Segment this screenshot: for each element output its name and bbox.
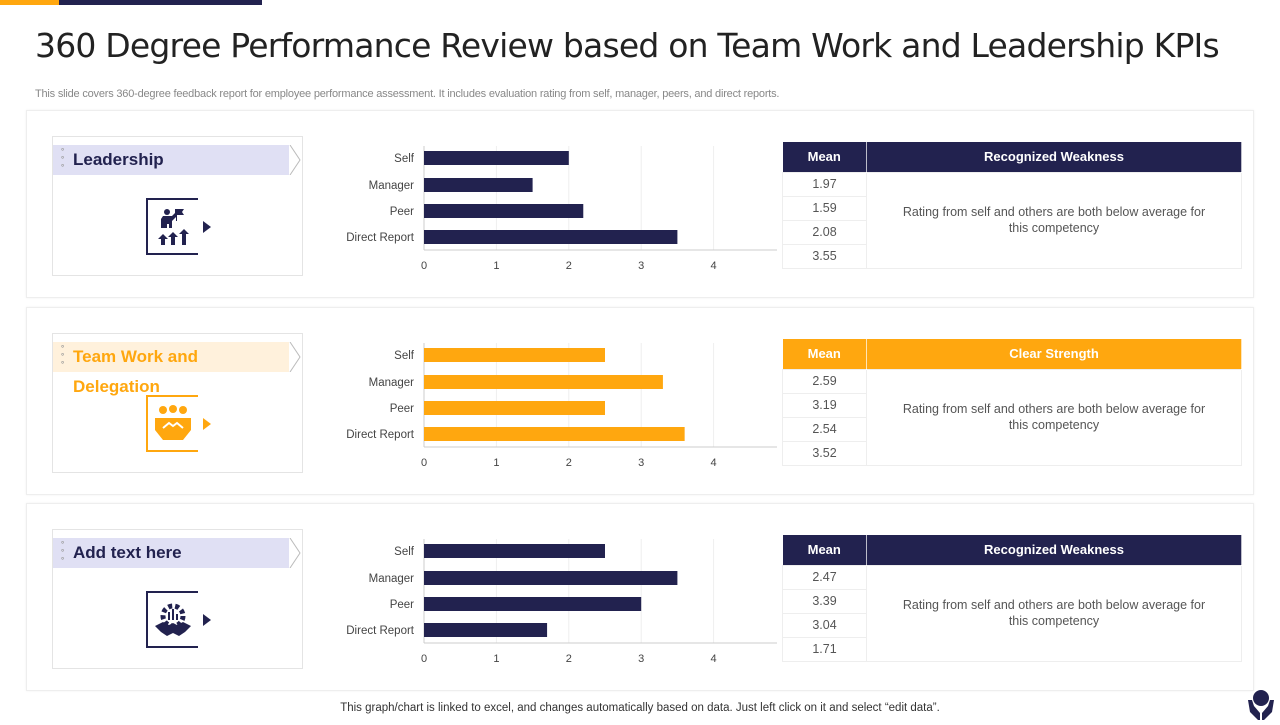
mean-value: 3.52 <box>782 440 867 466</box>
dots-decoration: ° ° ° <box>61 147 65 172</box>
x-tick-label: 0 <box>421 457 427 469</box>
x-tick-label: 4 <box>711 457 717 469</box>
kpi-label: ° ° ° Team Work and Delegation <box>53 342 289 396</box>
mean-value: 1.59 <box>782 195 867 221</box>
mean-value: 3.39 <box>782 588 867 614</box>
category-label: Peer <box>390 206 414 218</box>
category-label: Direct Report <box>346 625 415 637</box>
kpi-card: ° ° ° Team Work and Delegation <box>52 333 303 473</box>
bar-self[interactable] <box>424 348 605 362</box>
mean-value: 2.47 <box>782 564 867 590</box>
bar-direct-report[interactable] <box>424 427 685 441</box>
assessment-header: Recognized Weakness <box>866 535 1242 565</box>
category-label: Manager <box>369 180 415 192</box>
bar-manager[interactable] <box>424 571 678 585</box>
kpi-panel: °°°Team Work and Delegation012345SelfMan… <box>26 307 1254 495</box>
gear-handshake-icon <box>146 591 198 648</box>
x-tick-label: 2 <box>566 260 572 272</box>
dots-decoration: ° ° ° <box>61 540 65 565</box>
bar-manager[interactable] <box>424 178 533 192</box>
kpi-panel: °°°Add text here012345SelfManagerPeerDir… <box>26 503 1254 691</box>
mean-header: Mean <box>782 535 867 565</box>
bar-chart: 012345SelfManagerPeerDirect Report <box>346 343 777 469</box>
page-subtitle: This slide covers 360-degree feedback re… <box>35 88 780 100</box>
triangle-pointer-icon <box>203 221 211 233</box>
dots-decoration: ° ° ° <box>61 344 65 369</box>
assessment-header: Clear Strength <box>866 339 1242 369</box>
mean-value: 3.19 <box>782 392 867 418</box>
accent-bar-navy <box>59 0 262 5</box>
category-label: Direct Report <box>346 429 415 441</box>
footer-note: This graph/chart is linked to excel, and… <box>340 702 940 714</box>
x-tick-label: 0 <box>421 653 427 665</box>
kpi-label: ° ° ° Leadership <box>53 145 289 175</box>
x-tick-label: 3 <box>638 260 644 272</box>
category-label: Manager <box>369 377 415 389</box>
mean-header: Mean <box>782 142 867 172</box>
kpi-card: ° ° ° Leadership <box>52 136 303 276</box>
assessment-description: Rating from self and others are both bel… <box>866 171 1242 269</box>
chevron-right-icon <box>289 342 301 372</box>
assessment-description: Rating from self and others are both bel… <box>866 368 1242 466</box>
x-tick-label: 0 <box>421 260 427 272</box>
bar-peer[interactable] <box>424 204 584 218</box>
x-tick-label: 1 <box>493 653 499 665</box>
bar-self[interactable] <box>424 544 605 558</box>
x-tick-label: 3 <box>638 653 644 665</box>
bar-peer[interactable] <box>424 597 642 611</box>
x-tick-label: 4 <box>711 653 717 665</box>
mean-value: 1.97 <box>782 171 867 197</box>
kpi-panel: °°°Leadership012345SelfManagerPeerDirect… <box>26 110 1254 298</box>
kpi-label-text: Team Work and Delegation <box>73 347 199 396</box>
mean-value: 2.59 <box>782 368 867 394</box>
category-label: Manager <box>369 573 415 585</box>
bar-chart: 012345SelfManagerPeerDirect Report <box>346 539 777 665</box>
kpi-label: ° ° ° Add text here <box>53 538 289 568</box>
category-label: Self <box>394 546 415 558</box>
x-tick-label: 3 <box>638 457 644 469</box>
chevron-right-icon <box>289 145 301 175</box>
leader-flag-icon <box>146 198 198 255</box>
bar-direct-report[interactable] <box>424 623 548 637</box>
kpi-card: ° ° ° Add text here <box>52 529 303 669</box>
bar-manager[interactable] <box>424 375 663 389</box>
kpi-label-text: Leadership <box>73 150 164 169</box>
chevron-right-icon <box>289 538 301 568</box>
mean-table: Mean Clear Strength 2.59 Rating from self a… <box>782 339 1242 466</box>
bar-direct-report[interactable] <box>424 230 678 244</box>
triangle-pointer-icon <box>203 614 211 626</box>
assessment-description: Rating from self and others are both bel… <box>866 564 1242 662</box>
x-tick-label: 1 <box>493 260 499 272</box>
category-label: Self <box>394 153 415 165</box>
mean-header: Mean <box>782 339 867 369</box>
page-title: 360 Degree Performance Review based on T… <box>35 26 1220 65</box>
mean-value: 3.04 <box>782 612 867 638</box>
bar-peer[interactable] <box>424 401 605 415</box>
mean-table: Mean Recognized Weakness 2.47 Rating from s… <box>782 535 1242 662</box>
bar-chart: 012345SelfManagerPeerDirect Report <box>346 146 777 272</box>
mean-value: 1.71 <box>782 636 867 662</box>
category-label: Direct Report <box>346 232 415 244</box>
bar-self[interactable] <box>424 151 569 165</box>
category-label: Peer <box>390 599 414 611</box>
accent-bar-orange <box>0 0 59 5</box>
triangle-pointer-icon <box>203 418 211 430</box>
assessment-header: Recognized Weakness <box>866 142 1242 172</box>
category-label: Peer <box>390 403 414 415</box>
mean-value: 2.08 <box>782 219 867 245</box>
kpi-label-text: Add text here <box>73 543 182 562</box>
mean-value: 2.54 <box>782 416 867 442</box>
x-tick-label: 1 <box>493 457 499 469</box>
mean-value: 3.55 <box>782 243 867 269</box>
x-tick-label: 2 <box>566 653 572 665</box>
category-label: Self <box>394 350 415 362</box>
x-tick-label: 4 <box>711 260 717 272</box>
team-handshake-icon <box>146 395 198 452</box>
x-tick-label: 2 <box>566 457 572 469</box>
mean-table: Mean Recognized Weakness 1.97 Rating from s… <box>782 142 1242 269</box>
hands-globe-logo-icon <box>1246 688 1276 725</box>
